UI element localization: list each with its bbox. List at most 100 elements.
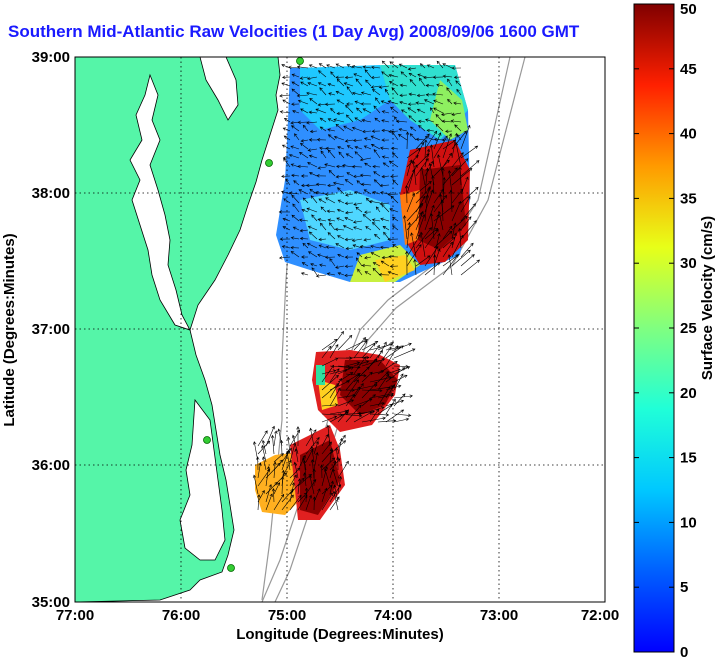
velocity-arrow [354,117,363,123]
velocity-arrow [391,216,399,222]
velocity-arrow [409,133,417,141]
velocity-arrow [302,124,309,132]
velocity-arrow [411,160,417,186]
velocity-arrow [369,413,390,417]
velocity-arrow [451,200,462,222]
radar-station [265,159,273,167]
velocity-arrow [341,164,354,168]
velocity-arrow [379,146,390,150]
velocity-arrow [300,139,309,143]
velocity-arrow [300,174,309,178]
velocity-arrow [385,409,405,423]
velocity-arrow [379,245,390,250]
velocity-arrow [352,138,363,143]
velocity-arrow [426,64,435,69]
velocity-arrow [312,468,316,487]
velocity-arrow [315,191,327,195]
velocity-arrow [362,214,372,222]
velocity-arrow [393,342,412,351]
velocity-arrow [261,439,267,455]
velocity-arrow [326,64,336,69]
velocity-arrow [333,118,345,123]
velocity-arrow [290,125,300,132]
velocity-arrow [365,79,372,87]
velocity-arrow [329,458,341,471]
velocity-arrow [305,448,314,463]
velocity-arrow [371,218,381,222]
velocity-arrow [432,92,444,96]
velocity-arrow [455,80,462,87]
velocity-arrow [324,255,336,259]
velocity-arrow [423,99,435,105]
velocity-arrow [354,151,363,159]
velocity-arrow [337,409,350,423]
velocity-arrow [460,203,476,222]
velocity-arrow [361,388,383,393]
velocity-arrow [433,99,444,105]
velocity-arrow [273,493,285,511]
velocity-arrow [330,107,336,114]
velocity-arrow [460,254,475,267]
velocity-arrow [454,124,462,132]
velocity-arrow [273,453,284,463]
velocity-arrow [453,101,462,105]
velocity-arrow [408,115,417,123]
velocity-arrow [407,102,417,106]
velocity-arrow [460,160,480,177]
velocity-arrow [306,183,318,188]
velocity-arrow [345,379,359,399]
velocity-arrow [319,146,327,150]
velocity-arrow [408,92,417,97]
velocity-arrow [388,81,399,87]
velocity-arrow [346,102,354,106]
velocity-arrow [451,232,458,249]
velocity-arrow [353,226,363,231]
velocity-arrow [355,257,363,267]
velocity-arrow [326,209,336,213]
velocity-arrow [321,457,336,471]
velocity-arrow [344,210,354,215]
velocity-arrow [335,175,345,179]
velocity-arrow [309,129,318,134]
velocity-arrow [318,244,327,249]
velocity-arrow [325,245,336,249]
radar-station [227,564,235,572]
velocity-arrow [353,411,373,423]
velocity-arrow [282,217,291,222]
velocity-arrow [369,408,380,423]
velocity-arrow [321,434,329,447]
velocity-arrow [342,225,354,231]
velocity-arrow [337,434,346,447]
velocity-arrow [337,334,353,351]
velocity-arrow [424,130,438,150]
velocity-arrow [327,128,336,132]
velocity-arrow [345,104,354,114]
velocity-arrow [436,83,444,87]
velocity-arrow [337,475,343,495]
velocity-arrow [329,344,339,359]
velocity-arrow [273,430,278,447]
velocity-arrow [300,272,309,276]
velocity-arrow [385,384,402,391]
velocity-arrow [307,251,318,258]
velocity-arrow [433,248,441,267]
velocity-arrow [291,73,300,78]
velocity-arrow [289,474,297,487]
velocity-arrow [306,207,318,213]
velocity-arrow [415,195,426,213]
x-axis-label: Longitude (Degrees:Minutes) [236,626,444,643]
velocity-arrow [447,169,453,195]
velocity-arrow [415,153,430,168]
velocity-arrow [432,75,444,79]
velocity-arrow [408,72,417,78]
velocity-arrow [393,348,416,359]
velocity-arrow [305,436,320,455]
velocity-arrow [281,245,291,249]
velocity-arrow [296,65,309,69]
velocity-arrow [361,118,372,123]
velocity-arrow [337,253,345,258]
velocity-arrow [415,203,423,222]
velocity-arrow [333,484,339,503]
velocity-arrow [353,202,363,206]
velocity-arrow [306,242,318,249]
